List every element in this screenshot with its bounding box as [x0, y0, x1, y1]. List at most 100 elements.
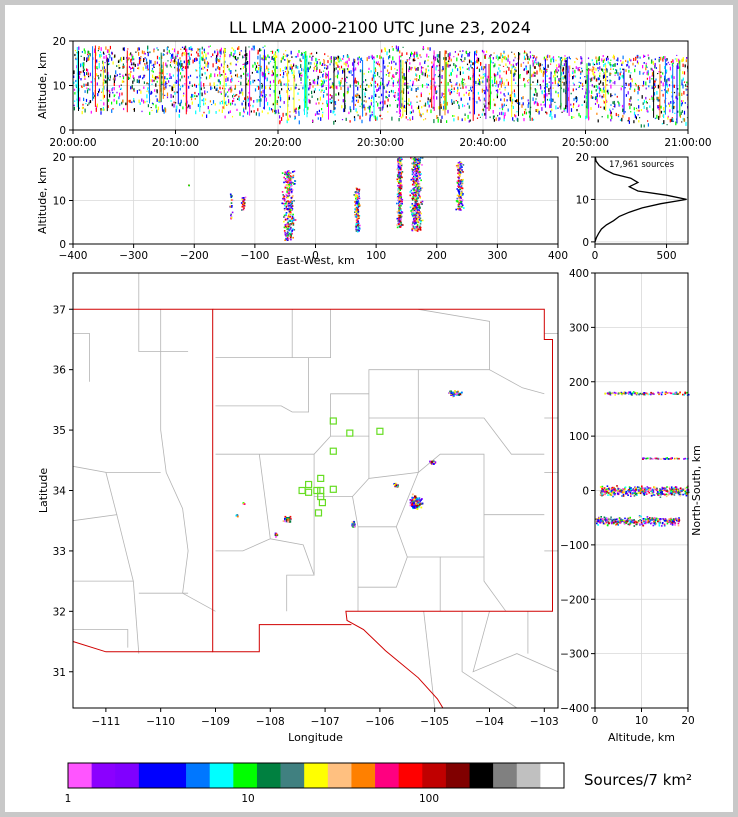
data-point — [572, 88, 574, 92]
data-point — [415, 198, 418, 201]
data-point — [413, 183, 416, 186]
data-point — [319, 61, 321, 65]
data-point — [249, 104, 251, 107]
data-point — [119, 67, 121, 69]
data-point — [83, 72, 85, 76]
data-point — [495, 117, 497, 121]
data-point — [397, 47, 399, 52]
data-point — [232, 55, 234, 57]
data-point — [432, 106, 434, 109]
data-point — [672, 118, 674, 123]
data-point — [548, 88, 550, 92]
data-point — [89, 100, 92, 104]
data-point — [478, 96, 480, 100]
data-point — [678, 58, 680, 62]
data-point — [330, 60, 332, 63]
data-point — [478, 113, 480, 116]
data-point — [151, 91, 153, 94]
data-point — [403, 73, 405, 77]
data-point — [414, 229, 416, 231]
data-point — [150, 79, 152, 82]
data-point — [559, 57, 561, 61]
data-point — [441, 75, 443, 79]
data-point — [456, 197, 459, 200]
data-point — [588, 62, 590, 66]
data-point — [343, 62, 345, 65]
data-point — [374, 74, 376, 77]
data-point — [587, 57, 590, 60]
data-point — [459, 175, 461, 178]
data-point — [458, 169, 460, 171]
data-point — [119, 92, 121, 97]
data-point — [424, 61, 426, 64]
data-point — [664, 110, 666, 113]
data-point — [592, 62, 594, 66]
data-point — [320, 71, 322, 73]
data-point — [324, 66, 326, 69]
data-point — [354, 77, 356, 81]
data-point — [410, 210, 412, 212]
data-point — [415, 172, 418, 175]
data-point — [422, 112, 424, 116]
data-point — [416, 54, 418, 58]
data-point — [463, 105, 466, 107]
data-point — [227, 77, 229, 82]
data-point — [397, 220, 399, 222]
data-point — [357, 82, 359, 85]
data-point — [438, 85, 440, 87]
data-point — [357, 61, 359, 66]
data-point — [285, 200, 288, 203]
data-point — [107, 90, 110, 92]
data-point — [334, 101, 337, 105]
data-point — [535, 109, 537, 111]
data-point — [420, 212, 422, 215]
data-point — [493, 52, 495, 54]
data-point — [219, 71, 221, 75]
data-point — [468, 105, 470, 109]
data-point — [174, 81, 176, 84]
data-point — [450, 58, 452, 62]
data-point — [643, 99, 645, 104]
data-point — [289, 177, 292, 180]
data-point — [379, 85, 381, 90]
data-point — [220, 50, 222, 55]
data-point — [442, 66, 444, 70]
data-point — [386, 91, 388, 94]
data-point — [227, 65, 229, 68]
data-point — [412, 197, 415, 200]
data-point — [140, 56, 142, 58]
data-point — [421, 200, 424, 203]
data-point — [578, 104, 580, 107]
data-point — [169, 85, 171, 87]
data-point — [400, 173, 402, 175]
data-point — [458, 192, 460, 194]
data-point — [423, 119, 425, 121]
data-point — [545, 71, 547, 73]
data-point — [397, 97, 400, 101]
data-point — [370, 55, 372, 59]
data-point — [514, 94, 516, 98]
data-point — [179, 57, 181, 60]
data-point — [310, 83, 312, 85]
data-point — [290, 188, 293, 190]
data-point — [131, 63, 133, 65]
data-point — [546, 75, 548, 77]
data-point — [421, 502, 424, 505]
data-point — [416, 196, 419, 198]
data-point — [603, 58, 605, 62]
data-point — [356, 202, 358, 204]
data-point — [115, 70, 117, 75]
data-point — [287, 196, 289, 199]
data-point — [290, 212, 292, 214]
data-point — [310, 62, 312, 65]
data-point — [523, 118, 525, 122]
data-point — [217, 66, 219, 70]
data-point — [109, 45, 111, 50]
data-point — [416, 230, 419, 232]
data-point — [681, 110, 683, 113]
county-boundary — [292, 309, 332, 359]
data-point — [383, 84, 385, 86]
tick-label: 20:50:00 — [562, 137, 609, 149]
data-point — [111, 51, 113, 55]
data-point — [654, 58, 656, 61]
